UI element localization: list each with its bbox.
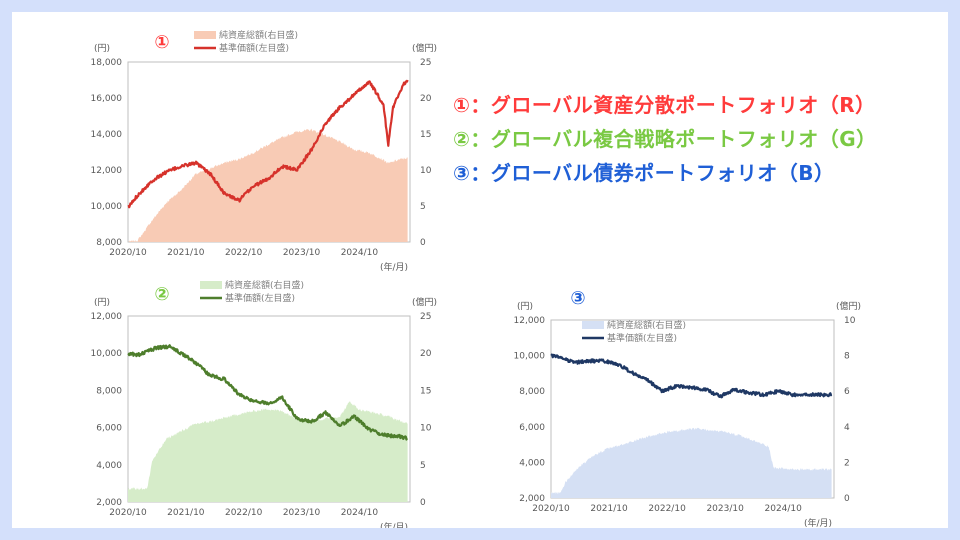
y-left-tick-label: 18,000 <box>91 58 123 68</box>
y-left-tick-label: 10,000 <box>91 349 123 359</box>
chart-number-marker: ③ <box>570 288 585 309</box>
x-tick-label: 2020/10 <box>532 504 570 514</box>
y-left-unit: (円) <box>94 43 110 54</box>
nav-line-series <box>127 344 409 441</box>
nav-line-series <box>127 79 409 209</box>
y-right-tick-label: 25 <box>420 312 431 322</box>
legend-area-label: 純資産総額(右目盛) <box>607 319 686 331</box>
title-portfolio-g: ②：グローバル複合戦略ポートフォリオ（G） <box>453 127 877 151</box>
x-unit: (年/月) <box>804 517 832 528</box>
nav-line-series <box>550 353 833 399</box>
y-left-tick-label: 2,000 <box>519 494 545 504</box>
y-right-tick-label: 20 <box>420 94 432 104</box>
slide: 8,000 10,000 12,000 14,000 16,000 18,000 0 5 10 1… <box>12 12 948 528</box>
x-tick-label: 2024/10 <box>765 504 803 514</box>
x-tick-label: 2022/10 <box>225 248 263 258</box>
chart-2-global-composite-strategy: 2,000 4,000 6,000 8,000 10,000 12,000 0 5 10 15 20… <box>91 279 438 528</box>
y-left-tick-label: 12,000 <box>91 166 123 176</box>
x-unit: (年/月) <box>380 261 408 273</box>
y-left-unit: (円) <box>94 297 110 308</box>
x-unit: (年/月) <box>380 521 408 528</box>
x-tick-label: 2021/10 <box>167 508 205 518</box>
y-right-tick-label: 0 <box>420 238 426 248</box>
y-right-tick-label: 2 <box>844 458 850 468</box>
title-portfolio-r: ①：グローバル資産分散ポートフォリオ（R） <box>453 93 876 117</box>
y-right-tick-label: 5 <box>420 202 426 212</box>
y-right-tick-label: 5 <box>420 461 426 471</box>
y-right-tick-label: 10 <box>420 166 432 176</box>
legend-line-label: 基準価額(左目盛) <box>225 292 295 304</box>
y-left-tick-label: 12,000 <box>91 312 123 322</box>
y-right-tick-label: 25 <box>420 58 431 68</box>
chart-3-global-bond: 2,000 4,000 6,000 8,000 10,000 12,000 0 2 4 6 8 10 2… <box>514 288 862 528</box>
legend-area-swatch <box>582 321 604 329</box>
title-portfolio-b: ③：グローバル債券ポートフォリオ（B） <box>453 161 835 185</box>
y-left-tick-label: 10,000 <box>514 352 546 362</box>
aum-area-series <box>128 401 408 502</box>
x-tick-label: 2024/10 <box>341 248 379 258</box>
x-tick-label: 2020/10 <box>109 248 147 258</box>
y-right-unit: (億円) <box>836 300 861 312</box>
y-left-tick-label: 6,000 <box>96 424 122 434</box>
y-left-tick-label: 16,000 <box>91 94 123 104</box>
x-tick-label: 2022/10 <box>648 504 686 514</box>
y-left-tick-label: 6,000 <box>519 423 545 433</box>
y-right-tick-label: 15 <box>420 386 431 396</box>
y-right-tick-label: 10 <box>844 316 856 326</box>
legend-line-label: 基準価額(左目盛) <box>219 42 289 54</box>
legend-area-swatch <box>194 31 216 39</box>
chart-1-global-asset-diversified: 8,000 10,000 12,000 14,000 16,000 18,000 0 5 10 1… <box>91 29 438 273</box>
x-tick-label: 2023/10 <box>283 508 321 518</box>
x-tick-label: 2024/10 <box>341 508 379 518</box>
legend-area-label: 純資産総額(右目盛) <box>225 279 304 291</box>
y-right-unit: (億円) <box>412 296 437 308</box>
chart-number-marker: ② <box>154 284 169 305</box>
y-right-tick-label: 4 <box>844 423 850 433</box>
x-tick-label: 2023/10 <box>283 248 321 258</box>
chart-number-marker: ① <box>154 32 169 53</box>
y-right-tick-label: 0 <box>420 498 426 508</box>
y-left-tick-label: 10,000 <box>91 202 123 212</box>
legend-area-label: 純資産総額(右目盛) <box>219 29 298 41</box>
x-tick-label: 2022/10 <box>225 508 263 518</box>
y-left-unit: (円) <box>517 301 533 312</box>
aum-area-series <box>128 128 408 242</box>
legend-area-swatch <box>200 281 222 289</box>
legend-line-label: 基準価額(左目盛) <box>607 332 677 344</box>
x-tick-label: 2021/10 <box>590 504 628 514</box>
aum-area-series <box>551 427 832 498</box>
y-left-tick-label: 12,000 <box>514 316 546 326</box>
y-right-tick-label: 15 <box>420 130 431 140</box>
y-left-tick-label: 2,000 <box>96 498 122 508</box>
y-right-tick-label: 8 <box>844 352 850 362</box>
y-right-tick-label: 20 <box>420 349 432 359</box>
y-right-unit: (億円) <box>412 42 437 54</box>
y-left-tick-label: 4,000 <box>519 458 545 468</box>
y-left-tick-label: 8,000 <box>519 387 545 397</box>
x-tick-label: 2020/10 <box>109 508 147 518</box>
x-tick-label: 2023/10 <box>706 504 744 514</box>
y-right-tick-label: 0 <box>844 494 850 504</box>
y-right-tick-label: 6 <box>844 387 850 397</box>
y-right-tick-label: 10 <box>420 424 432 434</box>
y-left-tick-label: 4,000 <box>96 461 122 471</box>
y-left-tick-label: 14,000 <box>91 130 123 140</box>
y-left-tick-label: 8,000 <box>96 386 122 396</box>
x-tick-label: 2021/10 <box>167 248 205 258</box>
y-left-tick-label: 8,000 <box>96 238 122 248</box>
